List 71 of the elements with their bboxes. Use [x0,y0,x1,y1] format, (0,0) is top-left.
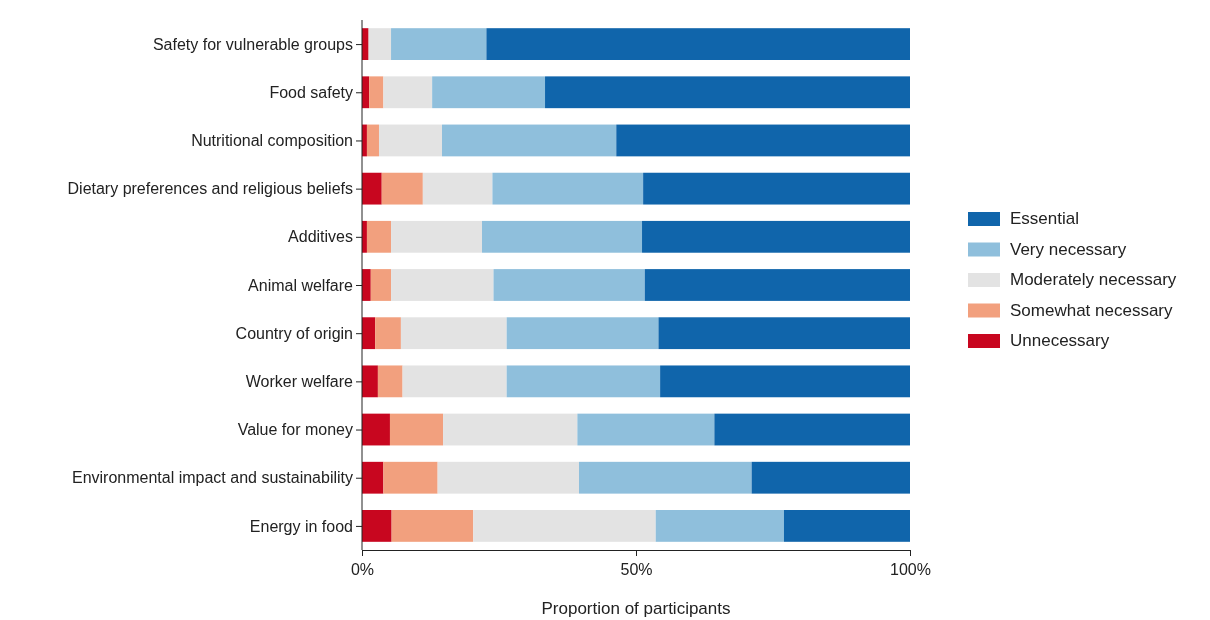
bar [368,28,392,60]
bar [383,76,433,109]
bar [362,317,376,350]
bar [492,172,644,205]
bar [369,76,384,109]
bar [391,220,483,253]
bar [506,365,661,398]
legend-label: Very necessary [1010,239,1127,259]
y-tick-label: Worker welfare [245,372,354,390]
bar [432,76,546,109]
bar [370,269,392,301]
x-axis-title: Proportion of participants [541,599,731,618]
bar [400,317,507,350]
bar [366,220,392,253]
bar [616,124,910,157]
y-tick-label: Food safety [269,83,353,101]
bar [486,28,910,60]
y-tick-label: Value for money [237,421,353,439]
bar [362,510,392,542]
legend-label: Essential [1010,209,1079,228]
bar [642,220,910,253]
bar [655,510,784,542]
bar [362,172,382,205]
legend-label: Somewhat necessary [1010,300,1174,320]
bar [377,365,403,398]
bar [391,269,494,301]
x-tick-label: 0% [350,561,375,578]
bar [362,269,371,301]
bar [437,461,580,494]
bar [751,461,910,494]
bar [389,413,444,446]
y-tick-label: Country of origin [235,324,353,342]
bar [783,510,910,542]
bar [362,28,369,60]
bar [391,28,487,60]
y-tick-label: Nutritional composition [191,132,353,150]
bar [579,461,752,494]
y-tick-label: Safety for vulnerable groups [152,35,353,53]
bar [473,510,656,542]
bar [506,317,659,350]
bar [378,124,443,157]
bar [643,172,910,205]
x-tick-label: 100% [890,561,931,578]
legend-label: Moderately necessary [1010,270,1177,289]
bar [577,413,715,446]
bar [644,269,910,301]
y-tick-label: Energy in food [249,517,353,535]
y-tick-label: Animal welfare [248,276,354,294]
bar [422,172,493,205]
bar [660,365,910,398]
legend-label: Unnecessary [1010,331,1110,350]
bar [362,365,378,398]
bar [375,317,401,350]
bar [443,413,578,446]
bar [545,76,910,109]
bar [362,413,390,446]
bar [658,317,910,350]
bar [366,124,379,157]
y-tick-label: Environmental impact and sustainability [71,469,353,487]
x-tick-label: 50% [620,561,653,578]
bar [482,220,643,253]
bar [391,510,474,542]
bar [714,413,910,446]
bar [362,461,384,494]
y-tick-label: Dietary preferences and religious beliefs [67,180,353,198]
bar [493,269,645,301]
bar [442,124,617,157]
y-tick-label: Additives [288,228,353,246]
bar [402,365,507,398]
bar [383,461,438,494]
bar [381,172,423,205]
